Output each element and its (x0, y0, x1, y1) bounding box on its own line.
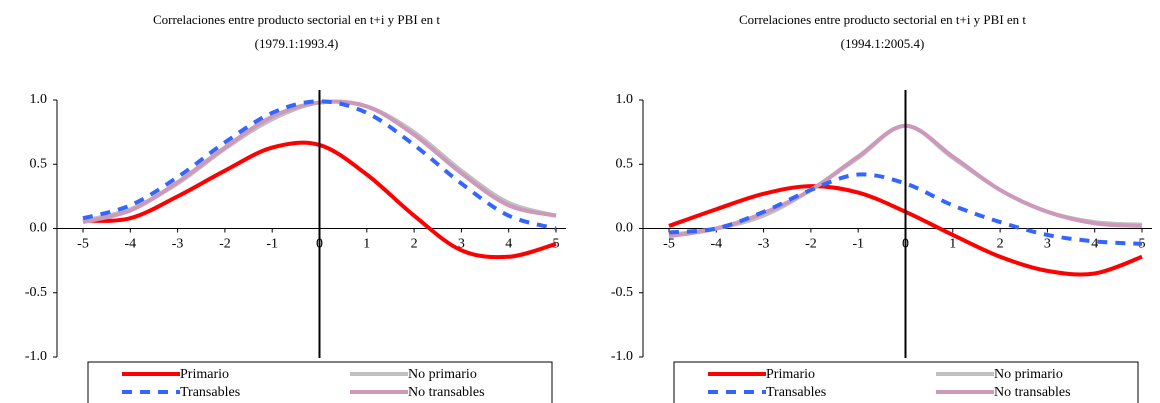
x-tick-label: -5 (663, 237, 675, 252)
x-tick-label: -1 (852, 237, 864, 252)
x-tick-label: 3 (458, 237, 465, 252)
series-line (82, 99, 557, 231)
x-tick-label: 4 (505, 237, 512, 252)
x-tick-label: -4 (124, 237, 136, 252)
y-tick-label: -1.0 (25, 349, 47, 364)
x-tick-label: -2 (219, 237, 231, 252)
x-tick-label: -3 (172, 237, 184, 252)
y-tick-label: 0.0 (616, 221, 634, 236)
chart-title: Correlaciones entre producto sectorial e… (153, 12, 440, 27)
legend-label: No primario (994, 367, 1063, 382)
y-tick-label: -0.5 (611, 285, 633, 300)
legend-label: Transables (766, 385, 826, 400)
y-tick-label: 1.0 (30, 92, 48, 107)
x-tick-label: -2 (805, 237, 817, 252)
x-tick-label: 1 (363, 237, 370, 252)
legend-label: No transables (994, 385, 1071, 400)
legend-label: Transables (180, 385, 240, 400)
y-tick-label: -1.0 (611, 349, 633, 364)
chart-subtitle: (1979.1:1993.4) (255, 36, 339, 51)
x-tick-label: 3 (1044, 237, 1051, 252)
y-tick-label: 0.5 (616, 156, 634, 171)
x-tick-label: -4 (710, 237, 722, 252)
x-tick-label: -3 (758, 237, 770, 252)
x-tick-label: -1 (266, 237, 278, 252)
legend-label: Primario (180, 367, 229, 382)
y-tick-label: 0.5 (30, 156, 48, 171)
x-tick-label: 1 (949, 237, 956, 252)
x-tick-label: 5 (1139, 237, 1146, 252)
legend-box (673, 361, 1139, 403)
legend-label: No transables (408, 385, 485, 400)
x-tick-label: 2 (411, 237, 418, 252)
chart-subtitle: (1994.1:2005.4) (841, 36, 925, 51)
x-tick-label: -5 (77, 237, 89, 252)
y-tick-label: -0.5 (25, 285, 47, 300)
legend-label: No primario (408, 367, 477, 382)
chart-title: Correlaciones entre producto sectorial e… (739, 12, 1026, 27)
legend-label: Primario (766, 367, 815, 382)
y-tick-label: 0.0 (30, 221, 48, 236)
legend-box (87, 361, 553, 403)
x-tick-label: 2 (997, 237, 1004, 252)
x-tick-label: 4 (1091, 237, 1098, 252)
y-tick-label: 1.0 (616, 92, 634, 107)
